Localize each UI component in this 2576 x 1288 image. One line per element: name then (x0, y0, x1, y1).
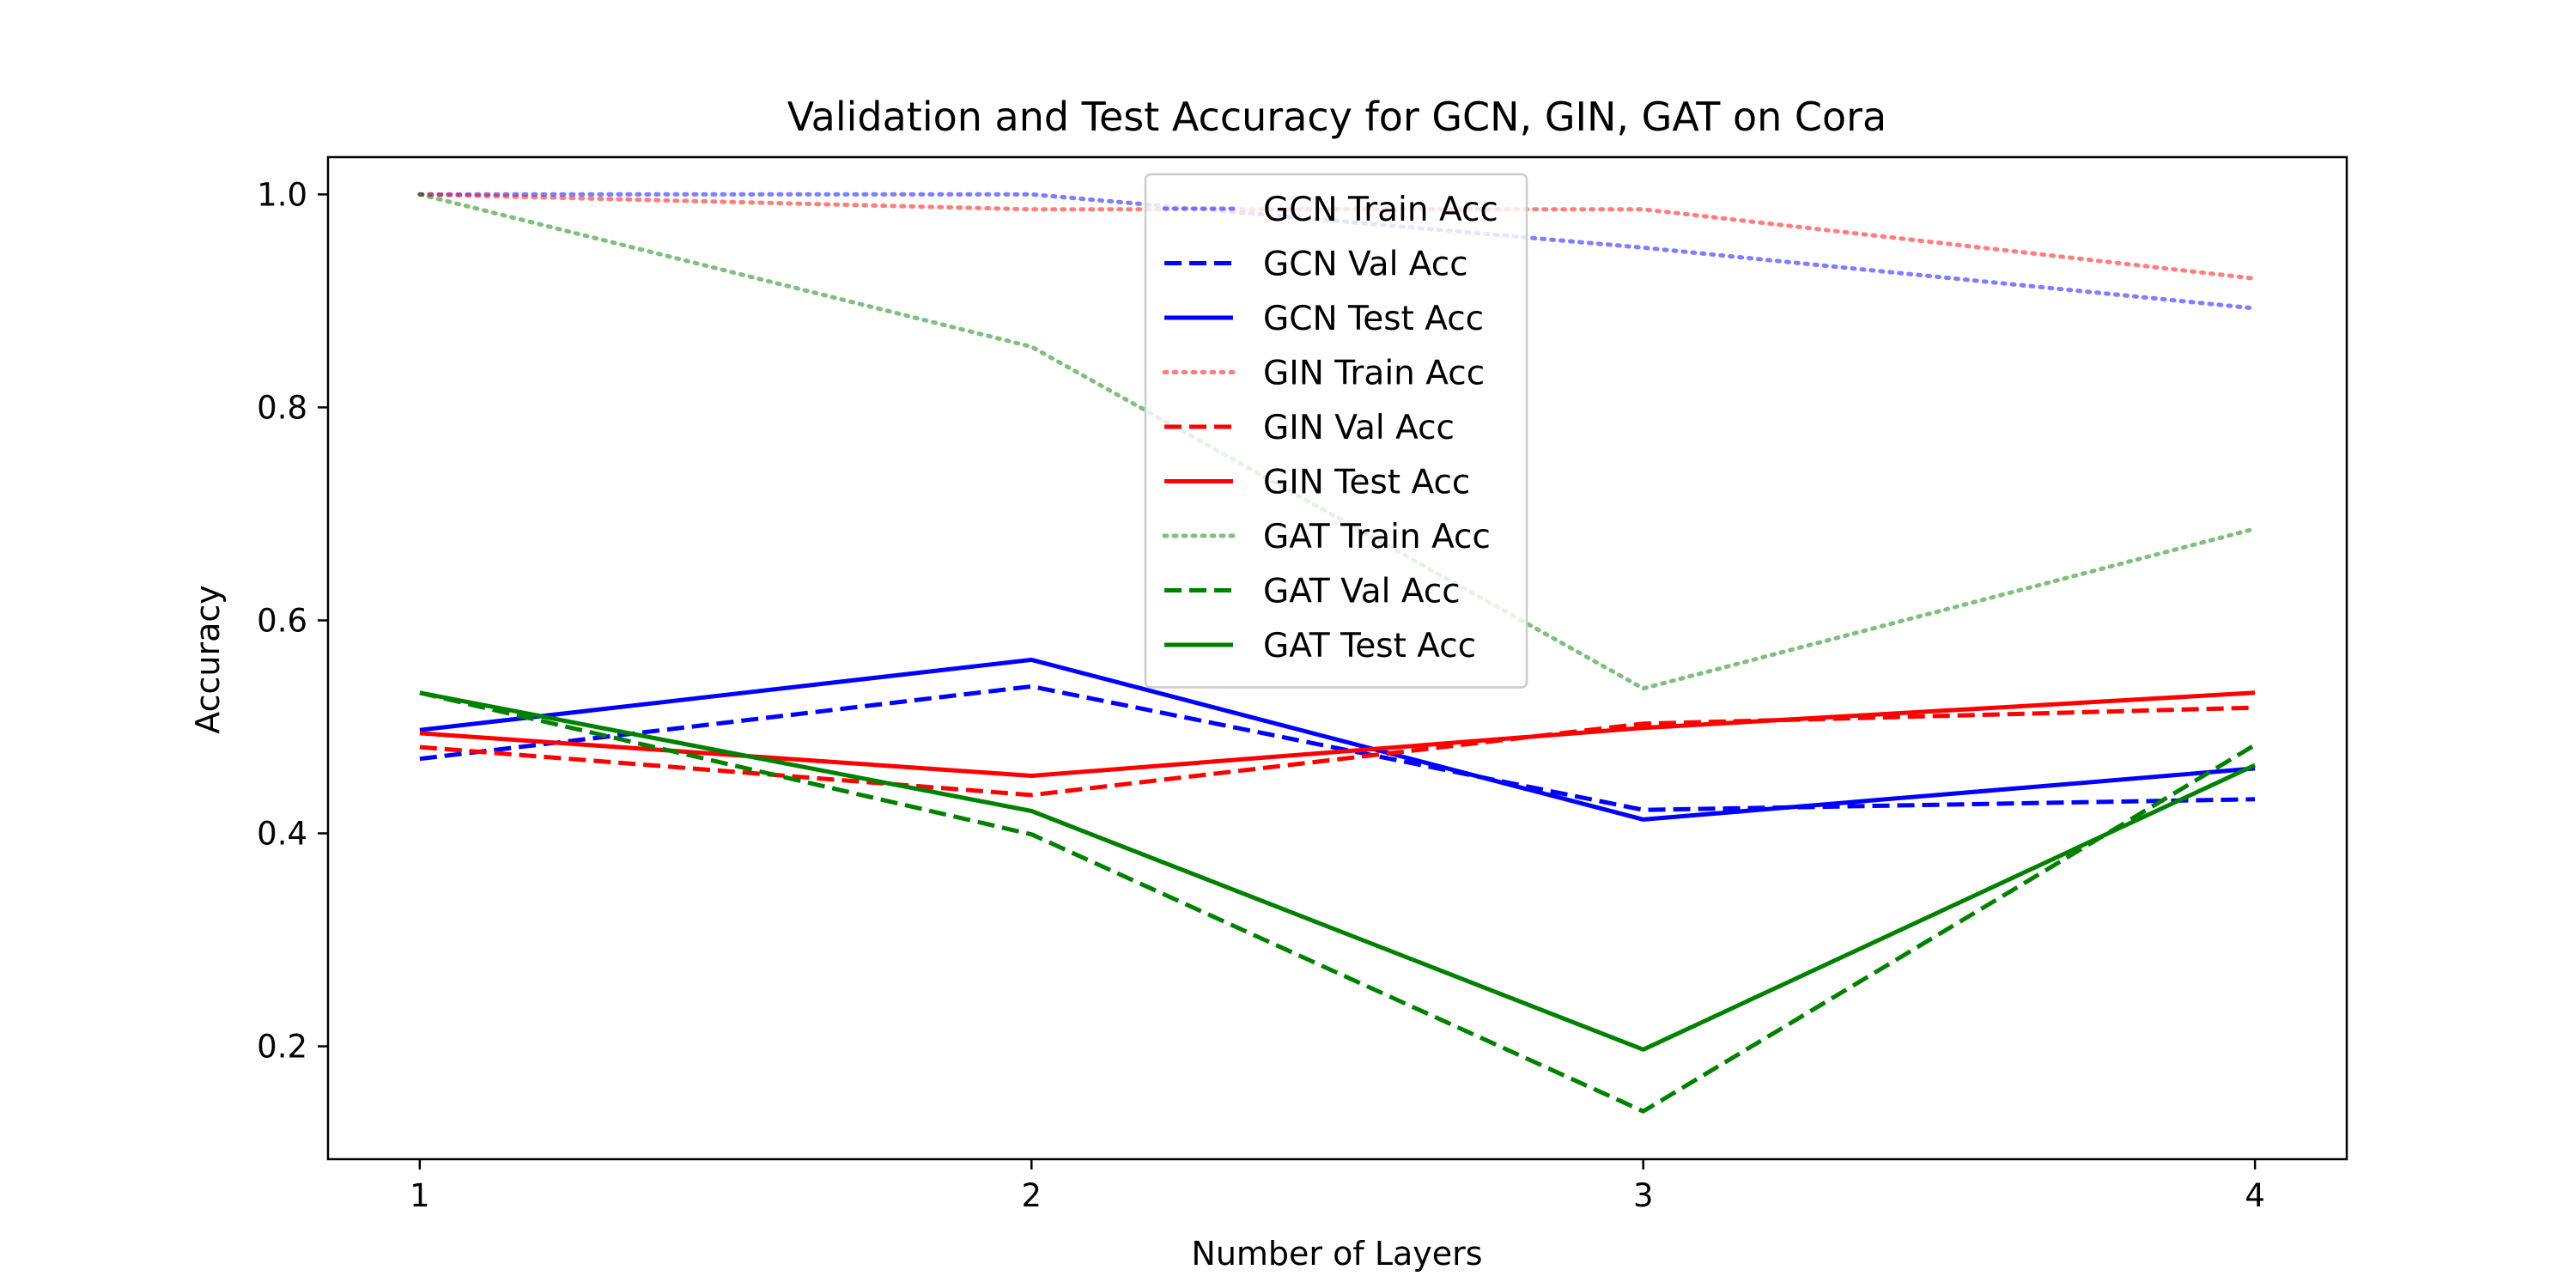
legend-label: GAT Test Acc (1263, 627, 1476, 665)
plot-lines (417, 191, 2257, 1114)
series-line-gin-test-acc (419, 690, 2256, 778)
series-line-gat-test-acc (419, 690, 2257, 1052)
plot-frame (326, 155, 2348, 1161)
legend-label: GAT Train Acc (1263, 518, 1491, 556)
legend-label: GIN Test Acc (1263, 464, 1470, 502)
legend-label: GIN Train Acc (1263, 355, 1485, 393)
y-tick-label: 0.2 (257, 1029, 307, 1066)
series-line-gin-val-acc (419, 705, 2256, 798)
series-line-gcn-val-acc (419, 683, 2256, 812)
legend-box (1144, 173, 1528, 689)
x-axis: 1 2 3 4 (410, 1159, 2265, 1214)
legend-label: GAT Val Acc (1263, 573, 1461, 611)
legend-label: GIN Val Acc (1263, 409, 1455, 447)
x-axis-label: Number of Layers (1191, 1235, 1482, 1273)
legend-label: GCN Train Acc (1263, 191, 1498, 229)
x-tick-label: 4 (2245, 1177, 2265, 1214)
series-line-gat-val-acc (419, 690, 2257, 1114)
y-tick-label: 0.6 (257, 602, 307, 639)
legend-label: GCN Test Acc (1263, 300, 1484, 338)
x-tick-label: 3 (1633, 1177, 1654, 1214)
legend: GCN Train Acc GCN Val Acc GCN Test Acc GIN … (1144, 173, 1528, 689)
y-axis-label: Accuracy (189, 585, 227, 734)
y-tick-label: 0.4 (257, 816, 307, 853)
y-axis: 0.2 0.4 0.6 0.8 1.0 (257, 176, 328, 1066)
y-tick-label: 0.8 (257, 389, 307, 426)
x-tick-label: 2 (1022, 1177, 1042, 1214)
x-tick-label: 1 (410, 1177, 430, 1214)
chart-title: Validation and Test Accuracy for GCN, GI… (787, 94, 1886, 140)
y-tick-label: 1.0 (257, 176, 307, 213)
series-line-gcn-test-acc (419, 657, 2256, 822)
legend-label: GCN Val Acc (1263, 246, 1468, 284)
